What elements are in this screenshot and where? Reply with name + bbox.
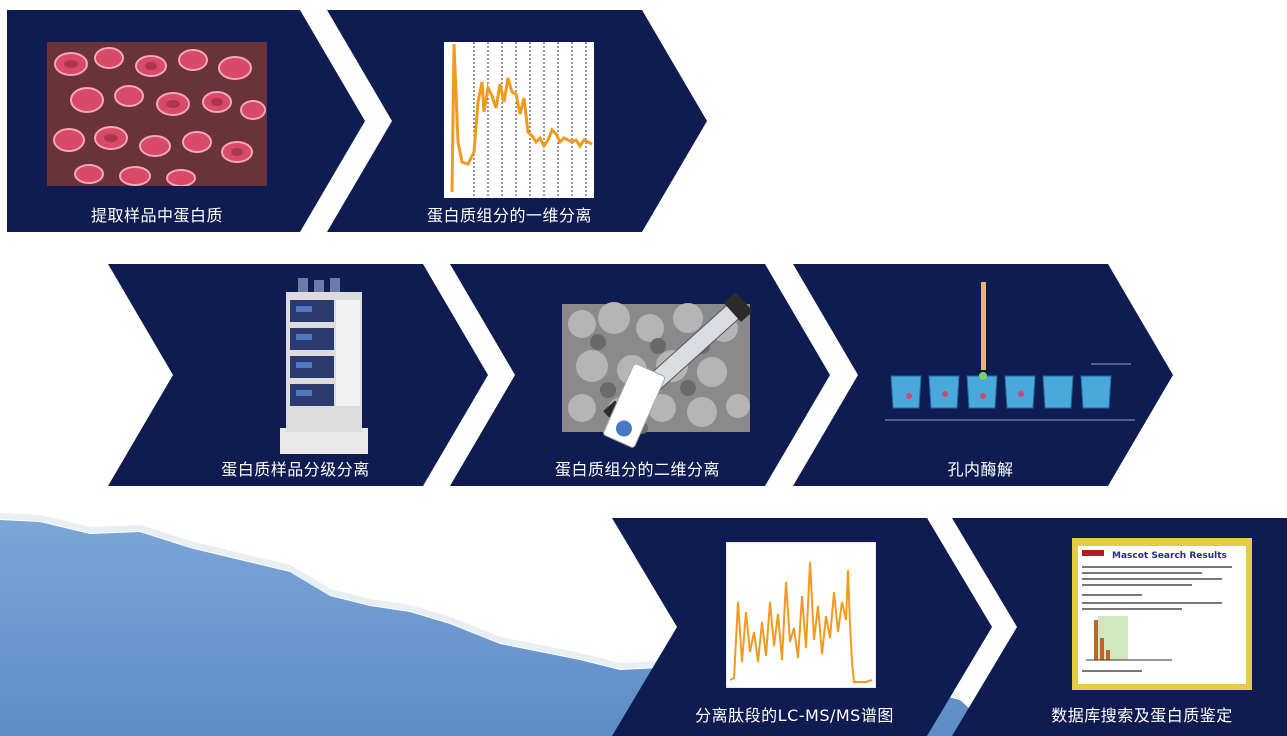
well-plate-digestion-icon xyxy=(885,282,1135,421)
hplc-instrument-icon xyxy=(280,278,368,454)
step-2-label: 蛋白质组分的一维分离 xyxy=(426,206,592,225)
step-6-chevron: 分离肽段的LC-MS/MS谱图 xyxy=(612,518,992,736)
step-6-label: 分离肽段的LC-MS/MS谱图 xyxy=(695,706,894,725)
step-5-label: 孔内酶解 xyxy=(947,460,1014,479)
chromatography-column-icon xyxy=(562,292,753,448)
screenshot-title: Mascot Search Results xyxy=(1112,551,1227,561)
step-7-chevron: Mascot Search Results 数据库搜索及蛋白质鉴定 xyxy=(952,518,1287,736)
step-1-chevron: 提取样品中蛋白质 xyxy=(7,10,365,232)
lc-ms-spectrum-icon xyxy=(726,542,876,688)
search-results-screenshot-icon: Mascot Search Results xyxy=(1072,538,1252,690)
step-3-label: 蛋白质样品分级分离 xyxy=(221,460,370,479)
red-blood-cells-image xyxy=(47,42,267,186)
step-4-chevron: 蛋白质组分的二维分离 xyxy=(450,264,830,486)
step-3-chevron: 蛋白质样品分级分离 xyxy=(108,264,488,486)
step-2-chevron: 蛋白质组分的一维分离 xyxy=(327,10,707,232)
step-5-chevron: 孔内酶解 xyxy=(793,264,1173,486)
step-7-label: 数据库搜索及蛋白质鉴定 xyxy=(1051,706,1233,725)
chromatogram-1d-icon xyxy=(444,42,594,198)
step-4-label: 蛋白质组分的二维分离 xyxy=(554,460,720,479)
step-1-label: 提取样品中蛋白质 xyxy=(90,206,223,225)
